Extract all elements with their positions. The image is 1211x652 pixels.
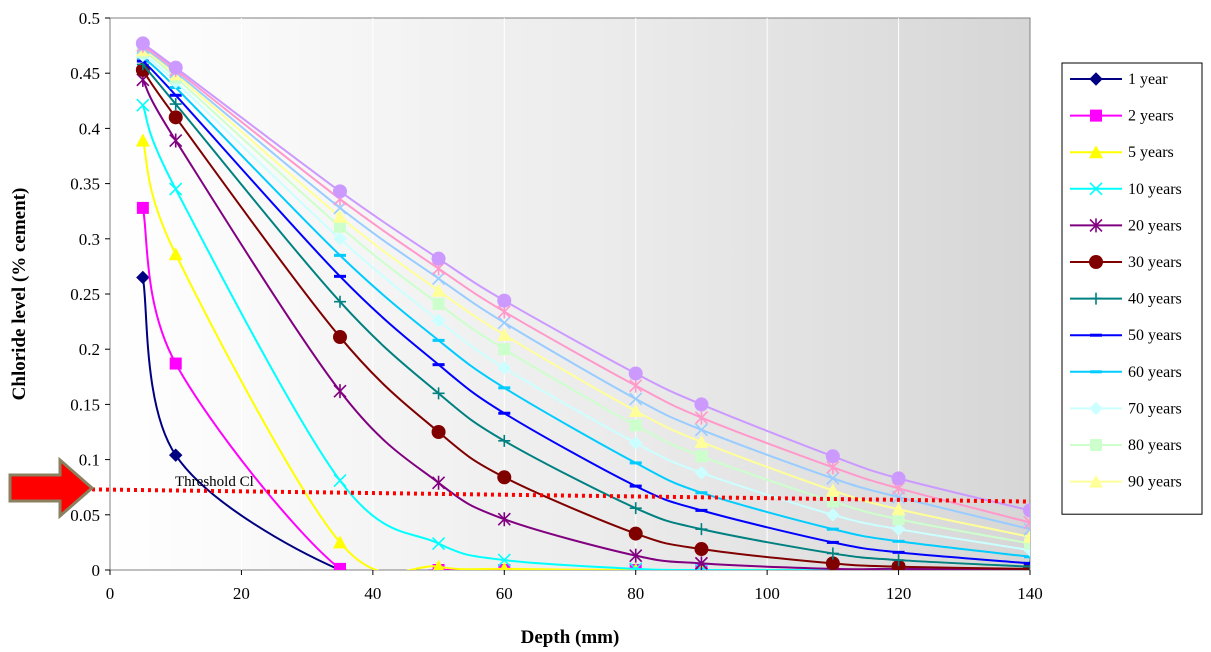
y-tick-label: 0.2: [79, 340, 100, 359]
data-point: [498, 386, 510, 389]
x-axis-title: Depth (mm): [521, 627, 620, 648]
legend-item-label: 70 years: [1128, 400, 1182, 417]
legend-item-label: 1 year: [1128, 71, 1168, 88]
x-tick-label: 60: [496, 584, 513, 603]
data-point: [630, 485, 642, 488]
x-tick-label: 100: [754, 584, 780, 603]
x-tick-label: 20: [233, 584, 250, 603]
legend-item-label: 80 years: [1128, 437, 1182, 454]
threshold-label: Threshold Cl: [175, 474, 254, 490]
legend-item-label: 40 years: [1128, 291, 1182, 308]
y-tick-label: 0.45: [70, 64, 100, 83]
y-tick-label: 0.1: [79, 451, 100, 470]
data-point: [695, 491, 707, 494]
data-point: [433, 363, 445, 366]
data-point: [827, 541, 839, 544]
data-point: [1024, 562, 1036, 565]
data-point: [333, 330, 347, 344]
data-point: [334, 254, 346, 257]
y-tick-label: 0.05: [70, 506, 100, 525]
data-point: [334, 563, 346, 575]
legend: 1 year 2 years 5 years 10 years 20 years 30 y…: [1062, 63, 1202, 514]
y-tick-label: 0.5: [79, 9, 100, 28]
data-point: [170, 358, 182, 370]
data-point: [497, 294, 511, 308]
data-point: [170, 94, 182, 97]
data-point: [893, 540, 905, 543]
data-point: [334, 275, 346, 278]
legend-marker: [1090, 334, 1102, 337]
legend-item-label: 2 years: [1128, 108, 1174, 125]
data-point: [498, 412, 510, 415]
data-point: [695, 509, 707, 512]
data-point: [136, 36, 150, 50]
legend-item-label: 60 years: [1128, 364, 1182, 381]
data-point: [432, 425, 446, 439]
data-point: [826, 449, 840, 463]
legend-marker: [1090, 110, 1102, 122]
legend-marker: [1089, 255, 1103, 269]
data-point: [694, 542, 708, 556]
legend-item-label: 30 years: [1128, 254, 1182, 271]
legend-item-label: 90 years: [1128, 474, 1182, 491]
x-tick-label: 140: [1017, 584, 1043, 603]
data-point: [498, 343, 510, 355]
data-point: [1023, 503, 1037, 517]
x-tick-label: 120: [886, 584, 912, 603]
legend-item-label: 10 years: [1128, 181, 1182, 198]
legend-item-label: 50 years: [1128, 327, 1182, 344]
data-point: [169, 110, 183, 124]
data-point: [892, 471, 906, 485]
legend-item-label: 5 years: [1128, 144, 1174, 161]
y-tick-label: 0: [92, 561, 101, 580]
data-point: [432, 252, 446, 266]
data-point: [433, 339, 445, 342]
data-point: [695, 450, 707, 462]
data-point: [433, 298, 445, 310]
legend-marker: [1090, 370, 1102, 373]
x-tick-label: 0: [106, 584, 115, 603]
y-tick-label: 0.15: [70, 395, 100, 414]
data-point: [694, 397, 708, 411]
y-tick-label: 0.4: [79, 119, 101, 138]
data-point: [137, 202, 149, 214]
data-point: [827, 528, 839, 531]
data-point: [629, 527, 643, 541]
legend-item-label: 20 years: [1128, 217, 1182, 234]
x-axis-ticks: 0 20 40 60 80 100 120 140: [106, 570, 1043, 603]
data-point: [630, 419, 642, 431]
data-point: [893, 551, 905, 554]
x-tick-label: 80: [627, 584, 644, 603]
data-point: [333, 184, 347, 198]
y-tick-label: 0.35: [70, 175, 100, 194]
x-tick-label: 40: [364, 584, 381, 603]
y-axis-title: Chloride level (% cement): [9, 188, 30, 401]
data-point: [169, 61, 183, 75]
y-tick-label: 0.3: [79, 230, 100, 249]
legend-marker: [1090, 439, 1102, 451]
y-tick-label: 0.25: [70, 285, 100, 304]
data-point: [497, 470, 511, 484]
data-point: [630, 461, 642, 464]
data-point: [629, 366, 643, 380]
